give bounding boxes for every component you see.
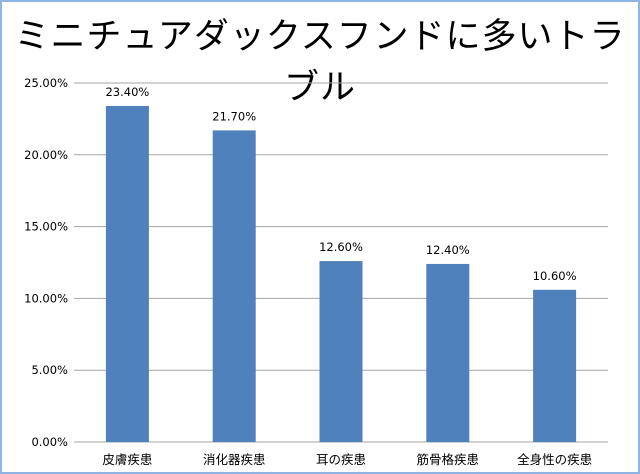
y-tick-label: 20.00% xyxy=(24,148,68,162)
y-tick-label: 10.00% xyxy=(24,291,68,305)
bars xyxy=(105,105,577,442)
chart-title: ミニチュアダックスフンドに多いトラブル xyxy=(14,17,626,108)
bar xyxy=(105,105,149,442)
bar xyxy=(319,261,363,442)
bar xyxy=(212,130,256,442)
data-label: 21.70% xyxy=(212,109,256,123)
y-tick-label: 0.00% xyxy=(31,435,68,449)
bar xyxy=(533,289,577,442)
data-labels: 23.40% 21.70% 12.60% 12.40% 10.60% xyxy=(105,85,576,283)
y-tick-label: 5.00% xyxy=(31,363,68,377)
y-axis-ticks: 0.00% 5.00% 10.00% 15.00% 20.00% 25.00% xyxy=(24,76,68,449)
data-label: 23.40% xyxy=(105,85,149,99)
category-labels: 皮膚疾患 消化器疾患 耳の疾患 筋骨格疾患 全身性の疾患 xyxy=(102,452,592,467)
category-label: 皮膚疾患 xyxy=(102,452,152,467)
category-label: 耳の疾患 xyxy=(316,452,366,467)
data-label: 10.60% xyxy=(533,269,577,283)
category-label: 消化器疾患 xyxy=(203,452,266,467)
bar xyxy=(426,263,470,442)
y-tick-label: 15.00% xyxy=(24,220,68,234)
category-label: 筋骨格疾患 xyxy=(417,452,480,467)
data-label: 12.40% xyxy=(426,243,470,257)
data-label: 12.60% xyxy=(319,240,363,254)
category-label: 全身性の疾患 xyxy=(517,452,592,467)
y-tick-label: 25.00% xyxy=(24,76,68,90)
